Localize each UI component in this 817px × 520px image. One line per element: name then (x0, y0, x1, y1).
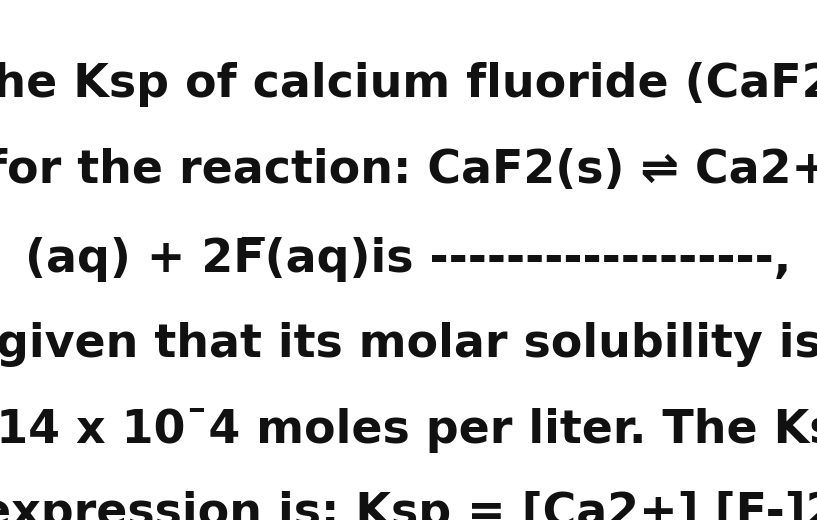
Text: The Ksp of calcium fluoride (CaF2): The Ksp of calcium fluoride (CaF2) (0, 62, 817, 108)
Text: expression is: Ksp = [Ca2+] [F-]2: expression is: Ksp = [Ca2+] [F-]2 (0, 491, 817, 520)
Text: 2.14 x 10¯4 moles per liter. The Ksp: 2.14 x 10¯4 moles per liter. The Ksp (0, 408, 817, 453)
Text: for the reaction: CaF2(s) ⇌ Ca2+: for the reaction: CaF2(s) ⇌ Ca2+ (0, 148, 817, 193)
Text: given that its molar solubility is: given that its molar solubility is (0, 322, 817, 368)
Text: (aq) + 2F̅(aq)is ------------------,: (aq) + 2F̅(aq)is ------------------, (25, 237, 792, 282)
